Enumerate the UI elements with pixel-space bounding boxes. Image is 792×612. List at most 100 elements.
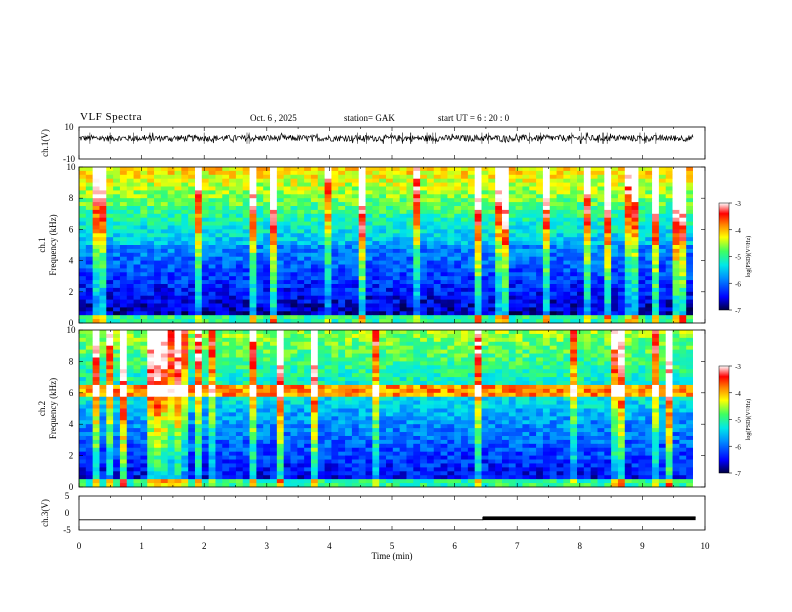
ch2-spectrogram-cell (242, 337, 250, 343)
ch2-spectrogram-cell (440, 333, 448, 339)
ch1-spectrogram-cell (392, 303, 401, 308)
ch2-spectrogram-cell (174, 381, 182, 386)
ch1-spectrogram-cell (426, 284, 435, 289)
ch1-spectrogram-cell (386, 225, 394, 230)
ch1-spectrogram-cell (85, 221, 94, 226)
ch1-spectrogram-cell (290, 319, 298, 324)
ch2-spectrogram-cell (365, 345, 373, 351)
ch2-spectrogram-cell (229, 365, 237, 370)
ch1-spectrogram-cell (222, 307, 230, 312)
ch1-spectrogram-cell (604, 178, 612, 183)
ch2-spectrogram-cell (113, 361, 121, 366)
ch2-spectrogram-cell (331, 353, 339, 358)
ch1-spectrogram-cell (126, 256, 134, 261)
ch1-spectrogram-cell (358, 174, 366, 180)
ch1-spectrogram-cell (386, 237, 394, 242)
ch1-spectrogram-cell (249, 174, 257, 180)
ch1-spectrogram-cell (604, 225, 612, 230)
ch1-spectrogram-cell (256, 198, 264, 203)
ch2-spectrogram-cell (79, 349, 87, 354)
ch1-spectrogram-cell (92, 284, 100, 289)
ch1-spectrogram-cell (495, 252, 503, 258)
ch2-spectrogram-cell (672, 373, 680, 378)
ch1-spectrogram-cell (413, 299, 421, 304)
ch1-spectrogram-cell (256, 225, 264, 230)
ch1-spectrogram-cell (242, 276, 250, 281)
ch1-spectrogram-cell (461, 319, 469, 324)
ch1-spectrogram-cell (501, 209, 510, 215)
ch1-spectrogram-cell (324, 272, 332, 277)
ch1-spectrogram-cell (167, 178, 175, 183)
ch1-spectrogram-cell (426, 202, 435, 207)
ch2-spectrogram-cell (283, 330, 291, 335)
ch1-spectrogram-cell (79, 170, 87, 176)
ch1-spectrogram-cell (235, 311, 244, 316)
ch1-spectrogram-cell (638, 206, 646, 211)
ch2-spectrogram-cell (652, 377, 660, 382)
ch1-spectrogram-cell (358, 198, 366, 203)
ch2-spectrogram-cell (242, 361, 250, 366)
ch1-spectrogram-cell (181, 241, 189, 246)
ch1-spectrogram-cell (556, 272, 564, 277)
ch1-spectrogram-cell (495, 170, 503, 176)
ch1-spectrogram-cell (113, 217, 121, 222)
ch1-spectrogram-cell (686, 252, 694, 258)
ch1-spectrogram-cell (440, 241, 448, 246)
ch1-spectrogram-cell (447, 245, 455, 250)
ch1-spectrogram-cell (652, 299, 660, 304)
ch1-spectrogram-cell (372, 178, 380, 183)
ch1-spectrogram-cell (79, 174, 87, 180)
ch2-spectrogram-cell (276, 341, 285, 347)
ch2-spectrogram-cell (413, 373, 421, 378)
ch2-spectrogram-cell (249, 369, 257, 374)
ch1-spectrogram-cell (515, 182, 523, 187)
ch2-spectrogram-cell (249, 337, 257, 343)
ch2-spectrogram-cell (345, 333, 353, 339)
ch2-spectrogram-cell (583, 345, 592, 351)
ch2-spectrogram-cell (392, 369, 401, 374)
ch1-spectrogram-cell (440, 167, 448, 172)
ch1-spectrogram-cell (529, 237, 537, 242)
ch1-spectrogram-cell (624, 291, 632, 297)
ch2-spectrogram-cell (645, 377, 653, 382)
ch1-spectrogram-cell (542, 190, 551, 195)
ch1-spectrogram-cell (611, 198, 619, 203)
ch1-spectrogram-cell (467, 221, 476, 226)
ch1-spectrogram-cell (297, 194, 305, 199)
ch1-spectrogram-cell (113, 225, 121, 230)
ch2-spectrogram-cell (358, 365, 366, 370)
ch1-spectrogram-cell (590, 311, 598, 316)
ch1-spectrogram-cell (167, 198, 175, 203)
ch2-spectrogram-cell (529, 381, 537, 386)
ch2-spectrogram-cell (106, 365, 114, 370)
ch1-spectrogram-cell (631, 260, 639, 265)
ch2-spectrogram-cell (638, 361, 646, 366)
ch1-spectrogram-cell (686, 268, 694, 273)
ch1-spectrogram-cell (652, 225, 660, 230)
ch1-spectrogram-cell (379, 194, 387, 199)
ch1-spectrogram-cell (420, 233, 428, 238)
ch1-spectrogram-cell (174, 315, 182, 320)
ch1-spectrogram-cell (249, 190, 257, 195)
ch1-spectrogram-cell (147, 272, 155, 277)
ch1-spectrogram-cell (672, 311, 680, 316)
ch2-spectrogram-cell (686, 369, 694, 374)
ch1-spectrogram-cell (379, 237, 387, 242)
station-label: station= GAK (344, 113, 395, 123)
ch1-spectrogram-cell (85, 248, 94, 254)
ch1-spectrogram-cell (99, 206, 107, 211)
ch1-spectrogram-cell (331, 307, 339, 312)
ch1-spectrogram-cell (583, 319, 592, 324)
ch1-spectrogram-cell (563, 245, 571, 250)
ch2-spectrogram-cell (420, 353, 428, 358)
ch1-spectrogram-cell (529, 291, 537, 297)
ch1-spectrogram-cell (79, 229, 87, 234)
ch1-spectrogram-cell (536, 190, 544, 195)
ch2-spectrogram-cell (147, 345, 155, 351)
ch1-spectrogram-cell (604, 287, 612, 293)
ch1-spectrogram-cell (556, 186, 564, 191)
ch1-spectrogram-cell (297, 280, 305, 285)
ch1-spectrogram-cell (167, 186, 175, 191)
ch2-spectrogram-cell (563, 337, 571, 343)
ch1-spectrogram-cell (188, 170, 196, 176)
